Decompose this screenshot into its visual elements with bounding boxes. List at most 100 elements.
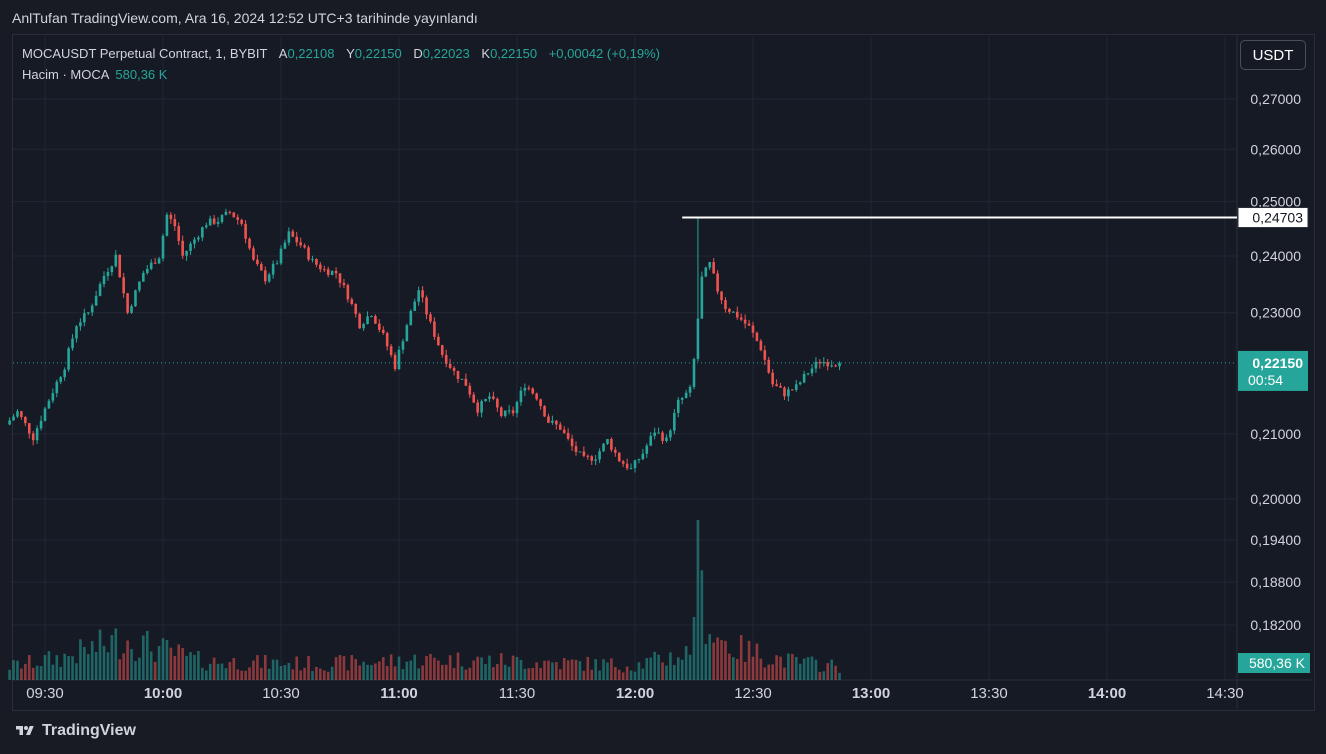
volume-bar [338, 654, 342, 680]
volume-bar [181, 648, 184, 680]
open-label: A [278, 46, 288, 61]
candle-body [267, 274, 271, 282]
candle-body [334, 270, 338, 274]
volume-bar [409, 660, 413, 680]
time-axis-label: 13:00 [852, 685, 890, 702]
volume-bar [802, 658, 806, 680]
volume-bar [138, 657, 141, 680]
candle-body [378, 323, 381, 330]
volume-bar [358, 665, 361, 680]
candle-body [637, 459, 641, 461]
candle-body [299, 242, 302, 246]
candle-body [712, 262, 715, 274]
volume-bar [700, 570, 704, 680]
tradingview-footer[interactable]: TradingView [14, 722, 136, 740]
time-axis-label: 09:30 [26, 685, 64, 702]
volume-bar [598, 670, 601, 680]
candle-body [684, 392, 688, 398]
volume-bar [834, 665, 837, 680]
volume-bar [657, 654, 660, 680]
volume-bar [267, 668, 271, 680]
candle-body [220, 215, 224, 222]
chart-frame[interactable] [12, 34, 1315, 711]
candle-body [598, 451, 601, 460]
time-axis-label: 12:30 [734, 685, 772, 702]
candle-body [106, 272, 110, 276]
volume-bar [468, 667, 472, 680]
candle-body [303, 245, 306, 248]
volume-label[interactable]: Hacim · MOCA [22, 67, 110, 82]
candle-body [566, 432, 570, 439]
volume-bar [279, 665, 283, 680]
volume-bar [448, 655, 452, 680]
volume-bar [75, 663, 78, 680]
candle-body [480, 401, 483, 413]
candle-body [204, 225, 208, 228]
candle-body [499, 407, 503, 416]
volume-value: 580,36 K [115, 67, 168, 82]
candle-body [86, 312, 90, 314]
volume-bar [669, 652, 672, 680]
candle-body [523, 387, 527, 391]
candle-body [39, 420, 43, 429]
candle-body [641, 453, 645, 460]
volume-bar [783, 667, 786, 680]
candle-body [535, 393, 538, 400]
candle-body [153, 262, 157, 264]
marker-price-badge[interactable] [1237, 207, 1309, 229]
candle-body [484, 398, 487, 402]
volume-bar [496, 664, 499, 680]
volume-bar [673, 664, 676, 680]
price-axis-label: 0,25000 [1250, 194, 1301, 210]
candle-body [625, 463, 629, 469]
volume-bar [684, 646, 688, 680]
time-axis-label: 10:30 [262, 685, 300, 702]
candle-body [393, 355, 397, 370]
volume-bar [397, 656, 401, 680]
symbol-title[interactable]: MOCAUSDT Perpetual Contract, 1, BYBIT [22, 46, 268, 61]
candle-body [47, 400, 51, 409]
volume-bar [767, 664, 771, 680]
volume-bar [838, 672, 841, 680]
volume-bar [334, 657, 338, 680]
candle-body [818, 361, 822, 364]
candle-body [507, 410, 511, 412]
volume-bar [212, 657, 216, 680]
volume-bar [574, 659, 578, 680]
candle-body [558, 424, 562, 430]
volume-bar [535, 662, 538, 680]
candle-body [126, 293, 129, 313]
volume-bar [216, 663, 220, 680]
candle-body [680, 397, 684, 400]
candle-body [55, 381, 59, 394]
candle-body [444, 354, 448, 364]
candle-body [452, 368, 456, 371]
volume-bar [83, 646, 86, 680]
volume-bar [787, 653, 790, 680]
volume-bar [342, 656, 346, 680]
candle-body [688, 386, 692, 393]
currency-button[interactable]: USDT [1240, 40, 1306, 70]
candle-body [826, 362, 830, 367]
candle-body [193, 239, 196, 244]
candle-body [492, 396, 495, 399]
volume-bar [122, 653, 125, 680]
volume-bar [527, 668, 531, 680]
volume-bar [177, 644, 181, 680]
volume-bar [389, 654, 393, 680]
candle-body [252, 248, 255, 260]
candle-body [228, 211, 232, 213]
candle-body [665, 437, 668, 441]
volume-bar [201, 667, 204, 680]
volume-bar [393, 666, 397, 680]
volume-bar [118, 659, 122, 680]
candle-body [606, 439, 609, 444]
volume-bar [614, 666, 617, 680]
volume-bar [456, 652, 460, 680]
candle-body [669, 430, 672, 438]
candle-body [704, 267, 708, 277]
candle-body [27, 423, 31, 434]
volume-bar [586, 656, 590, 680]
volume-bar [114, 628, 118, 680]
